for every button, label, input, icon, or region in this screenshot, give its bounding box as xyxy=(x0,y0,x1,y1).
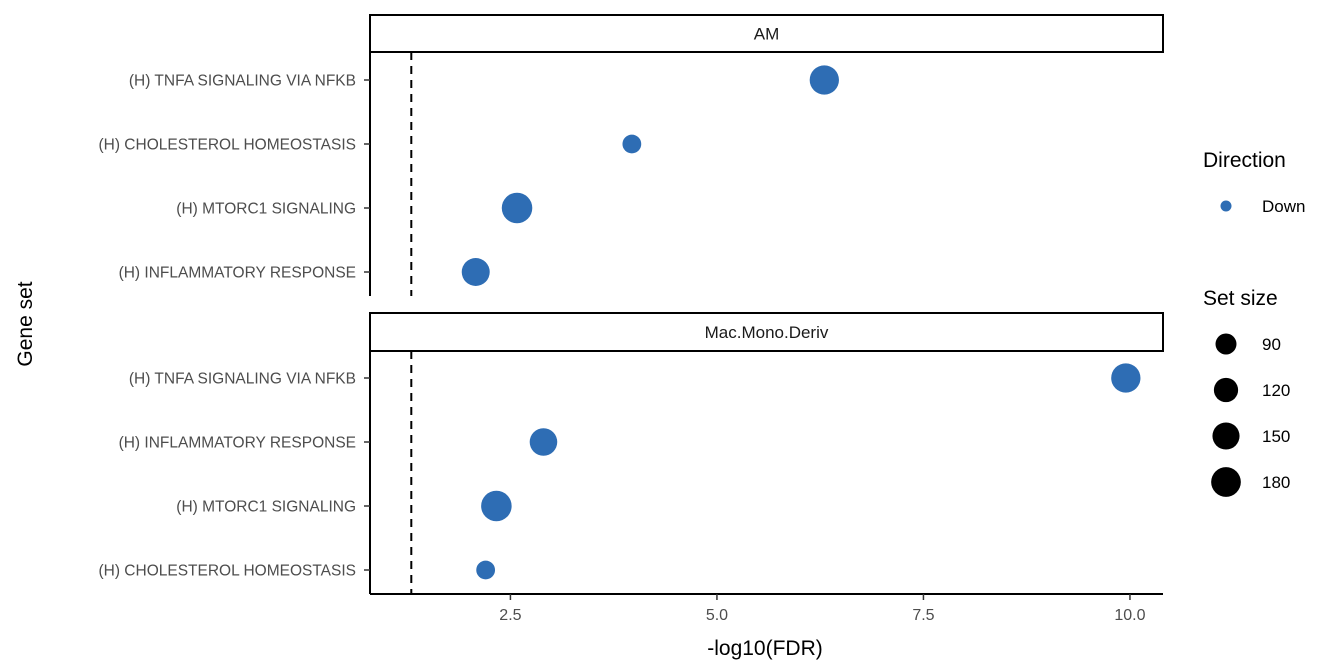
legend-color-key xyxy=(1220,200,1232,212)
y-axis-title: Gene set xyxy=(14,281,37,366)
data-point xyxy=(1111,363,1141,393)
data-point xyxy=(809,65,839,95)
legend-size-label: 150 xyxy=(1262,427,1290,446)
facet-strip xyxy=(369,14,1164,53)
legend-size-key xyxy=(1212,422,1240,450)
legend-size-key xyxy=(1215,333,1237,355)
y-tick-label: (H) INFLAMMATORY RESPONSE xyxy=(119,265,356,282)
facet-strip-title: Mac.Mono.Deriv xyxy=(705,323,829,342)
y-tick-label: (H) MTORC1 SIGNALING xyxy=(176,201,356,218)
facet-panel: AM (H) TNFA SIGNALING VIA NFKB (H) CHOLEST… xyxy=(98,14,1164,296)
data-point xyxy=(622,134,642,154)
data-point xyxy=(476,560,496,580)
x-tick-label: 7.5 xyxy=(912,607,934,624)
y-tick-label: (H) CHOLESTEROL HOMEOSTASIS xyxy=(98,563,356,580)
y-tick-label: (H) INFLAMMATORY RESPONSE xyxy=(119,435,356,452)
legend-size-key xyxy=(1211,467,1241,497)
y-tick-label: (H) TNFA SIGNALING VIA NFKB xyxy=(129,73,356,90)
legend-size-label: 90 xyxy=(1262,335,1281,354)
legend-direction-title: Direction xyxy=(1203,149,1286,172)
x-axis: 2.5 5.0 7.5 10.0 xyxy=(370,593,1163,624)
x-tick-label: 10.0 xyxy=(1114,607,1145,624)
y-tick-label: (H) MTORC1 SIGNALING xyxy=(176,499,356,516)
facet-strip-title: AM xyxy=(754,25,780,44)
legend-size-label: 120 xyxy=(1262,381,1290,400)
legend: Direction Down Set size 90 120 150 180 xyxy=(1203,149,1305,497)
legend-size-key xyxy=(1213,377,1239,403)
x-tick-label: 5.0 xyxy=(706,607,728,624)
data-point xyxy=(501,192,533,224)
legend-color-label: Down xyxy=(1262,197,1305,216)
facet-panel: Mac.Mono.Deriv (H) TNFA SIGNALING VIA NFK… xyxy=(98,312,1164,594)
data-point xyxy=(481,490,512,522)
y-tick-label: (H) TNFA SIGNALING VIA NFKB xyxy=(129,371,356,388)
data-point xyxy=(461,258,490,286)
facet-strip xyxy=(369,312,1164,352)
y-tick-label: (H) CHOLESTEROL HOMEOSTASIS xyxy=(98,137,356,154)
facet-panels: AM (H) TNFA SIGNALING VIA NFKB (H) CHOLEST… xyxy=(98,14,1164,594)
x-axis-title: -log10(FDR) xyxy=(707,637,823,660)
data-point xyxy=(529,428,558,456)
legend-size-title: Set size xyxy=(1203,287,1278,310)
legend-size-label: 180 xyxy=(1262,473,1290,492)
x-tick-label: 2.5 xyxy=(499,607,521,624)
